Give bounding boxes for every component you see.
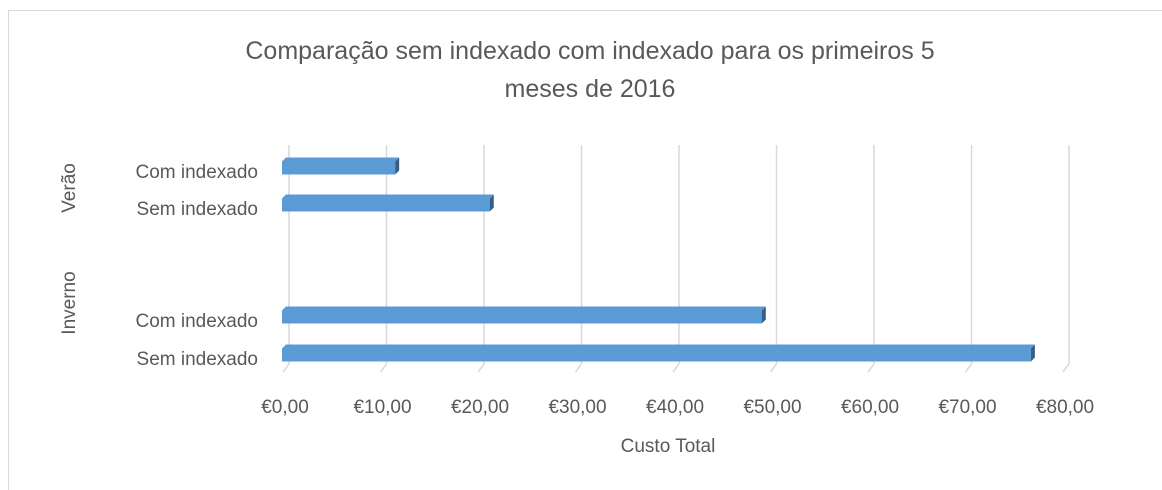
x-axis-label: Custo Total	[621, 436, 716, 457]
bar-top	[282, 344, 1035, 349]
grid-floor	[769, 363, 778, 373]
x-tick-label: €30,00	[548, 397, 606, 418]
y-tick-label: Com indexado	[135, 162, 258, 183]
x-tick-label: €60,00	[841, 397, 899, 418]
group-label: Inverno	[59, 271, 80, 334]
bar-top	[282, 194, 494, 199]
bar-top	[282, 306, 766, 311]
y-tick-label: Com indexado	[135, 311, 258, 332]
chart-title: Comparação sem indexado com indexado par…	[245, 37, 934, 103]
grid-floor	[282, 363, 290, 373]
grid-floor	[574, 363, 583, 373]
grid-floor	[477, 363, 485, 373]
group-label: Verão	[59, 163, 80, 213]
bar	[282, 198, 490, 212]
x-tick-label: €70,00	[938, 397, 996, 418]
bar-side	[1030, 344, 1035, 362]
bar	[282, 348, 1031, 362]
x-tick-label: €10,00	[353, 397, 411, 418]
x-tick-label: €80,00	[1036, 397, 1094, 418]
grid-floor	[379, 363, 388, 373]
chart-border	[8, 10, 1162, 490]
x-tick-label: €0,00	[261, 397, 309, 418]
grid-floor	[964, 363, 973, 373]
bar	[282, 310, 762, 324]
x-tick-label: €50,00	[743, 397, 801, 418]
bar-side	[489, 194, 494, 212]
bar	[282, 161, 396, 175]
x-tick-label: €20,00	[451, 397, 509, 418]
grid-floor	[672, 363, 680, 373]
bar-side	[395, 157, 400, 175]
y-tick-label: Sem indexado	[137, 349, 258, 370]
grid-floor	[1062, 363, 1070, 373]
x-tick-label: €40,00	[646, 397, 704, 418]
bar-top	[282, 157, 400, 162]
y-tick-label: Sem indexado	[137, 199, 258, 220]
bar-side	[761, 306, 766, 324]
grid-floor	[867, 363, 875, 373]
